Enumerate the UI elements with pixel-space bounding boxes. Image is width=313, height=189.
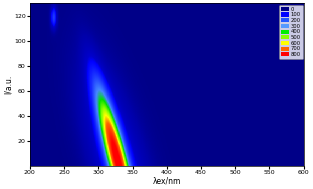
X-axis label: λex/nm: λex/nm (152, 177, 181, 186)
Legend: 0, 100, 200, 300, 400, 500, 600, 700, 800: 0, 100, 200, 300, 400, 500, 600, 700, 80… (279, 5, 303, 59)
Y-axis label: I/a.u.: I/a.u. (3, 75, 13, 94)
